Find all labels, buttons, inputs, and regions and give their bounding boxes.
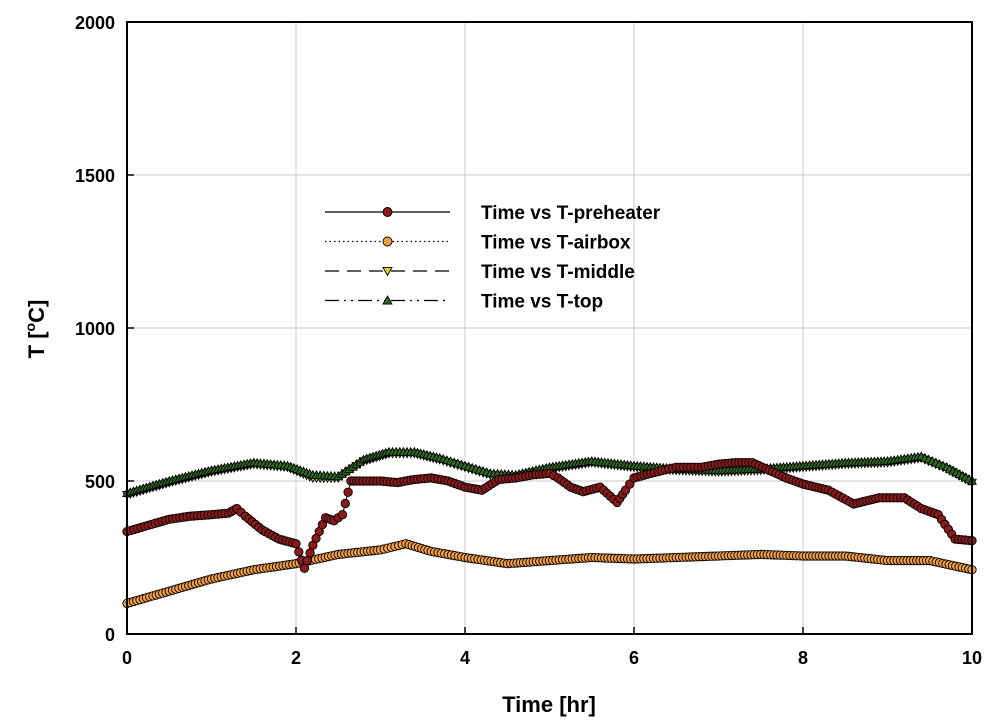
- x-tick-label: 8: [798, 648, 808, 668]
- series-2: [122, 539, 977, 609]
- y-axis-title-unit: C]: [24, 300, 49, 323]
- y-tick-label: 2000: [75, 13, 115, 33]
- legend-label: Time vs T-preheater: [481, 203, 661, 224]
- data-point: [305, 548, 315, 558]
- y-axis-title-degree: o: [22, 323, 38, 332]
- data-point: [299, 563, 310, 573]
- legend-item: Time vs T-middle: [325, 262, 635, 283]
- x-tick-label: 4: [460, 648, 470, 668]
- series-layer: [122, 446, 977, 609]
- legend-marker: [382, 207, 393, 217]
- y-tick-label: 500: [85, 472, 115, 492]
- series-1: [122, 457, 977, 573]
- y-tick-label: 1500: [75, 166, 115, 186]
- legend-marker: [382, 266, 393, 277]
- ticks: 0 2 4 6 8 10 0 500 1000 1500 2000: [75, 13, 982, 668]
- x-tick-label: 2: [291, 648, 301, 668]
- legend-label: Time vs T-top: [481, 292, 603, 313]
- legend-label: Time vs T-airbox: [481, 233, 631, 254]
- x-tick-label: 6: [629, 648, 639, 668]
- y-axis-title-main: T [: [24, 331, 49, 359]
- data-point: [340, 498, 350, 509]
- legend-marker: [382, 295, 393, 305]
- data-point: [294, 547, 304, 557]
- legend-item: Time vs T-top: [325, 292, 603, 313]
- legend: Time vs T-preheater Time vs T-airbox Time …: [325, 203, 661, 313]
- legend-item: Time vs T-preheater: [325, 203, 661, 224]
- grid: [127, 22, 972, 634]
- y-axis-title: T [oC]: [22, 300, 49, 359]
- legend-marker: [382, 236, 393, 247]
- data-point: [302, 555, 312, 566]
- legend-item: Time vs T-airbox: [325, 233, 631, 254]
- data-point: [343, 487, 353, 497]
- legend-label: Time vs T-middle: [481, 262, 635, 283]
- x-tick-label: 10: [962, 648, 982, 668]
- y-tick-label: 0: [105, 625, 115, 645]
- y-tick-label: 1000: [75, 319, 115, 339]
- x-axis-title: Time [hr]: [502, 692, 596, 717]
- x-tick-label: 0: [122, 648, 132, 668]
- data-point: [291, 539, 301, 549]
- data-point: [337, 510, 348, 520]
